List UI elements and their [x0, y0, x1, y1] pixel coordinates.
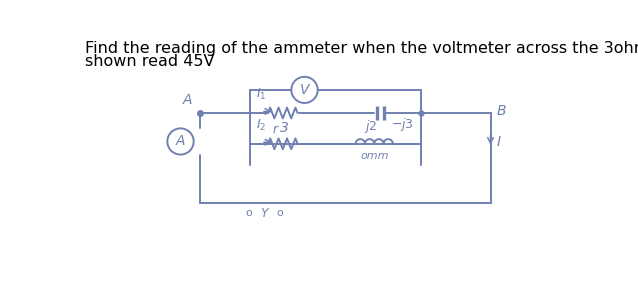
Text: $I_1$: $I_1$ [256, 87, 267, 102]
Text: $I$: $I$ [496, 135, 501, 149]
Text: A: A [182, 93, 192, 107]
Text: 3: 3 [280, 121, 289, 135]
Text: Find the reading of the ammeter when the voltmeter across the 3ohms resistor in : Find the reading of the ammeter when the… [85, 41, 638, 56]
Text: r: r [273, 123, 278, 136]
Text: V: V [300, 83, 309, 97]
Text: o: o [246, 208, 252, 218]
Text: B: B [497, 104, 506, 119]
Circle shape [167, 128, 194, 155]
Text: Y: Y [260, 207, 268, 220]
Text: $-j3$: $-j3$ [391, 116, 414, 133]
Text: shown read 45V: shown read 45V [85, 54, 214, 69]
Text: A: A [175, 135, 185, 148]
Text: $I_2$: $I_2$ [256, 118, 267, 133]
Circle shape [292, 77, 318, 103]
Text: omm: omm [360, 151, 389, 161]
Text: o: o [276, 208, 283, 218]
Text: $j2$: $j2$ [364, 118, 378, 135]
